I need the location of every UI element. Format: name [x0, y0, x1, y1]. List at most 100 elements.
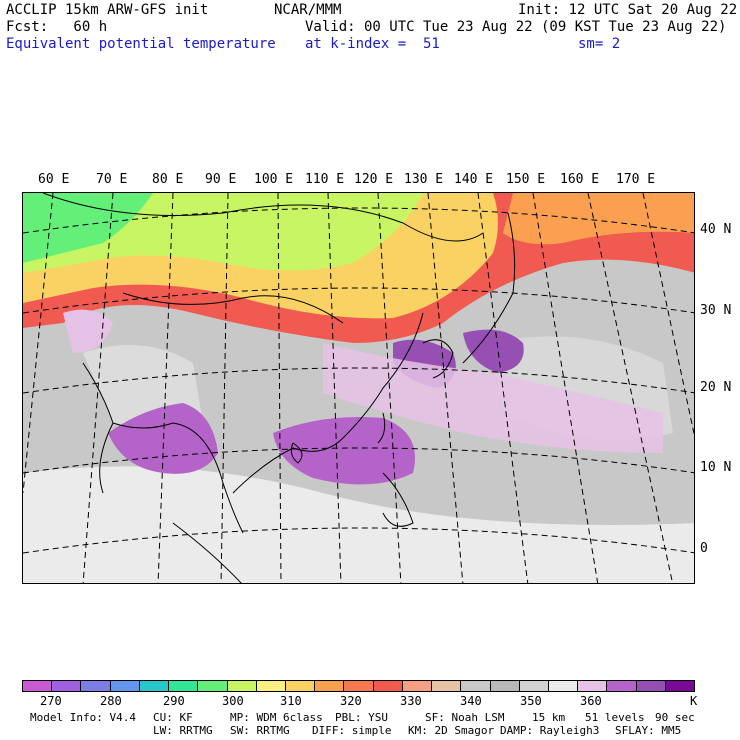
lat-label: 10 N [700, 460, 732, 475]
model-title: ACCLIP 15km ARW-GFS init [6, 2, 209, 18]
colorbar-unit: K [690, 694, 698, 708]
colorbar-swatch [665, 681, 695, 691]
colorbar-swatch [52, 681, 82, 691]
field-region-350 [23, 466, 694, 583]
lon-label: 160 E [560, 172, 600, 187]
pbl-scheme: PBL: YSU [335, 711, 388, 724]
init-time: Init: 12 UTC Sat 20 Aug 22 [518, 2, 738, 18]
coastline-philippines [382, 472, 414, 527]
map-field [23, 193, 694, 583]
lon-line [327, 193, 342, 583]
lat-label: 20 N [700, 380, 732, 395]
colorbar-swatch [578, 681, 608, 691]
coastline-taiwan [377, 412, 386, 444]
surface-scheme: SF: Noah LSM [425, 711, 505, 724]
colorbar-swatch [227, 681, 257, 691]
lon-label: 130 E [404, 172, 444, 187]
lon-line [642, 193, 694, 436]
timestep: 90 sec [655, 711, 695, 724]
lon-label: 100 E [254, 172, 294, 187]
coastline-bay [112, 422, 244, 534]
lon-line [23, 193, 54, 494]
coastlines [42, 193, 516, 583]
lon-label: 70 E [96, 172, 128, 187]
coastline-japan [462, 212, 516, 364]
colorbar-swatch [344, 681, 374, 691]
colorbar [22, 680, 695, 692]
lon-label: 170 E [616, 172, 656, 187]
border-north [42, 193, 484, 242]
lat-label: 0 [700, 541, 708, 556]
colorbar-label: 350 [520, 694, 542, 708]
colorbar-swatch [636, 681, 666, 691]
field-region-300 [23, 193, 153, 263]
colorbar-label: 310 [280, 694, 302, 708]
lon-line [220, 193, 229, 583]
colorbar-swatch [139, 681, 170, 691]
microphysics: MP: WDM 6class [230, 711, 323, 724]
colorbar-label: 330 [400, 694, 422, 708]
colorbar-swatch [519, 681, 549, 691]
lon-label: 90 E [205, 172, 237, 187]
levels: 51 levels [585, 711, 645, 724]
lon-line [277, 193, 282, 583]
lon-label: 120 E [354, 172, 394, 187]
colorbar-swatch [315, 681, 345, 691]
colorbar-swatch [373, 681, 403, 691]
colorbar-label: 360 [580, 694, 602, 708]
colorbar-label: 290 [163, 694, 185, 708]
coastline-hainan [290, 442, 303, 464]
lon-label: 80 E [152, 172, 184, 187]
colorbar-swatch [607, 681, 637, 691]
colorbar-swatch [461, 681, 491, 691]
resolution: 15 km [532, 711, 566, 724]
coastline-sumatra [172, 522, 242, 583]
valid-time: Valid: 00 UTC Tue 23 Aug 22 (09 KST Tue … [305, 19, 727, 35]
damping: DAMP: Rayleigh3 [500, 724, 600, 737]
map-panel[interactable] [22, 192, 695, 584]
lon-label: 110 E [305, 172, 345, 187]
colorbar-swatch [285, 681, 316, 691]
colorbar-swatch [490, 681, 520, 691]
organization: NCAR/MMM [274, 2, 342, 18]
lon-line [587, 193, 674, 583]
colorbar-label: 340 [460, 694, 482, 708]
field-region-365-bay [108, 403, 218, 474]
level-index: at k-index = 51 [305, 36, 440, 52]
coastline-korea [422, 339, 454, 379]
cumulus-scheme: CU: KF [153, 711, 193, 724]
field-region-365-scs [273, 417, 415, 485]
model-info: Model Info: V4.4 [30, 711, 136, 724]
field-region-360-west [63, 309, 113, 353]
lon-line [532, 193, 599, 583]
sw-radiation: SW: RRTMG [230, 724, 290, 737]
lat-label: 30 N [700, 303, 732, 318]
field-region-360 [323, 343, 663, 453]
colorbar-swatch [432, 681, 462, 691]
lat-label: 40 N [700, 222, 732, 237]
colorbar-swatch [81, 681, 111, 691]
colorbar-swatch [256, 681, 286, 691]
colorbar-label: 300 [222, 694, 244, 708]
colorbar-label: 270 [40, 694, 62, 708]
smoothing: sm= 2 [578, 36, 621, 52]
lw-radiation: LW: RRTMG [153, 724, 213, 737]
lon-line [477, 193, 529, 583]
colorbar-label: 320 [340, 694, 362, 708]
forecast-hour: Fcst: 60 h [6, 19, 108, 35]
field-name: Equivalent potential temperature [6, 36, 276, 52]
graticule [23, 193, 694, 583]
km-option: KM: 2D Smagor [408, 724, 495, 737]
border-central [122, 292, 344, 324]
lon-label: 60 E [38, 172, 70, 187]
field-region-325 [503, 193, 694, 245]
lon-label: 140 E [454, 172, 494, 187]
lon-line [82, 193, 114, 583]
lon-line [377, 193, 402, 583]
diffusion: DIFF: simple [312, 724, 392, 737]
coastline-east-asia [232, 312, 424, 494]
colorbar-swatch [110, 681, 140, 691]
colorbar-swatch [548, 681, 579, 691]
colorbar-swatch [402, 681, 433, 691]
colorbar-swatch [198, 681, 228, 691]
